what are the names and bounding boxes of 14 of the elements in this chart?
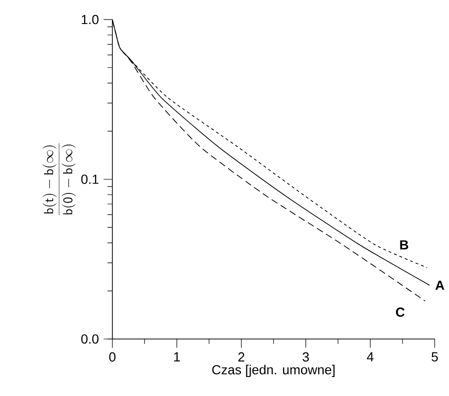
series-label: A — [435, 280, 444, 290]
x-tick-label: 3 — [302, 352, 309, 362]
x-tick-label: 5 — [432, 352, 438, 362]
x-axis-title: Czas [jedn. umowne] — [212, 364, 335, 378]
y-tick-label: 1.0 — [82, 15, 99, 24]
y-tick-label: 0.1 — [81, 174, 98, 184]
series-label: C — [396, 308, 405, 317]
x-tick-label: 4 — [366, 352, 374, 362]
x-tick-label: 0 — [109, 352, 116, 362]
x-tick-label: 1 — [174, 352, 180, 362]
y-tick-label: 0.0 — [81, 334, 99, 344]
series-label: B — [400, 240, 408, 250]
x-tick-label: 2 — [238, 352, 244, 362]
y-axis-title: $\frac{\mathsf{b(t) - b(\infty)}}{\mathsf{b(0) - b(\infty)}}$ — [42, 143, 76, 216]
